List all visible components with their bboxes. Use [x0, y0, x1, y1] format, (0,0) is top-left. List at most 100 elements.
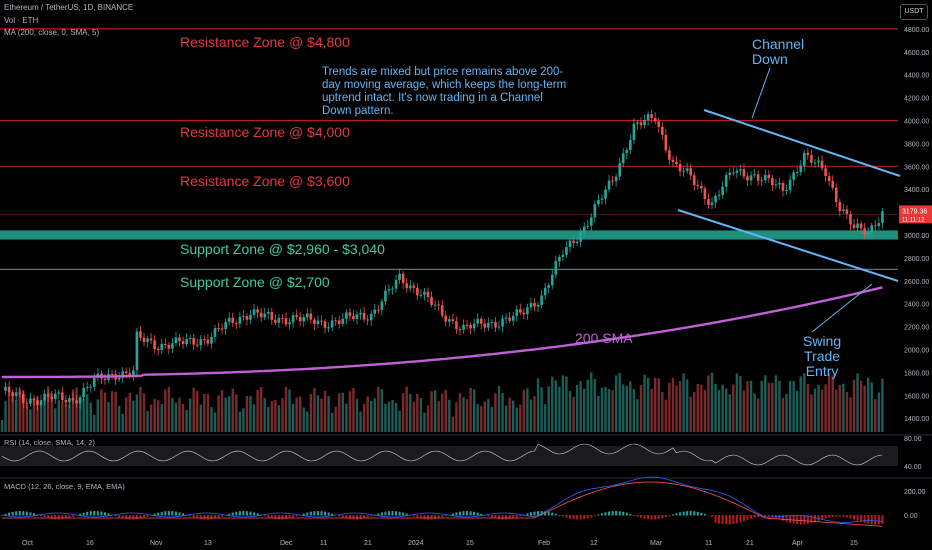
- macd-histogram-bar: [444, 515, 447, 517]
- macd-histogram-bar: [107, 513, 110, 516]
- volume-bar: [469, 387, 472, 432]
- volume-bar: [497, 386, 501, 432]
- volume-bar: [4, 400, 7, 432]
- volume-bar: [252, 404, 256, 432]
- macd-histogram-bar: [405, 513, 408, 516]
- candle-body: [593, 204, 597, 218]
- volume-bar: [238, 411, 242, 432]
- macd-histogram-bar: [789, 515, 792, 523]
- macd-histogram-bar: [860, 515, 863, 522]
- candle-body: [270, 311, 274, 320]
- volume-bar: [852, 379, 856, 432]
- volume-bar: [639, 385, 643, 432]
- macd-histogram-bar: [125, 515, 128, 520]
- candle-body: [213, 328, 217, 337]
- candle-body: [188, 337, 192, 340]
- candle-body: [217, 328, 220, 330]
- volume-bar: [501, 393, 504, 432]
- volume-bar: [71, 389, 75, 432]
- volume-bar: [448, 399, 451, 432]
- resistance-4000-label: Resistance Zone @ $4,000: [180, 124, 350, 140]
- volume-bar: [827, 372, 831, 432]
- volume-bar: [93, 414, 96, 432]
- candle-body: [259, 312, 263, 318]
- macd-histogram-bar: [490, 515, 493, 518]
- volume-bar: [412, 401, 415, 432]
- macd-histogram-bar: [782, 515, 784, 521]
- candle-body: [227, 317, 231, 322]
- volume-bar: [622, 384, 625, 432]
- candle-body: [124, 371, 128, 373]
- volume-bar: [863, 385, 866, 432]
- volume-bar: [249, 396, 252, 432]
- current-price-tag: [899, 205, 932, 224]
- price-tick-label: 3800.00: [904, 141, 929, 148]
- macd-histogram-bar: [586, 515, 589, 519]
- volume-bar: [483, 401, 486, 432]
- macd-histogram-bar: [285, 515, 287, 520]
- macd-histogram-bar: [526, 513, 529, 516]
- macd-histogram-bar: [636, 515, 639, 517]
- macd-histogram-bar: [93, 511, 96, 516]
- candle-body: [203, 339, 206, 341]
- candle-body: [700, 185, 703, 189]
- candle-body: [653, 117, 657, 122]
- volume-bar: [611, 390, 614, 432]
- macd-histogram-bar: [654, 515, 657, 520]
- volume-bar: [710, 372, 714, 432]
- candle-body: [242, 315, 245, 317]
- candle-body: [522, 312, 526, 315]
- candle-body: [85, 387, 89, 389]
- volume-bar: [245, 395, 249, 432]
- candle-body: [678, 164, 682, 172]
- volume-bar: [419, 398, 423, 432]
- volume-bar: [462, 397, 465, 432]
- candle-body: [181, 341, 185, 345]
- volume-bar: [384, 403, 387, 432]
- volume-bar: [444, 389, 447, 432]
- candle-body: [4, 386, 7, 391]
- macd-histogram-bar: [309, 511, 312, 516]
- volume-bar: [171, 398, 174, 432]
- candle-body: [533, 302, 536, 307]
- candle-body: [252, 309, 256, 315]
- volume-bar: [11, 395, 14, 432]
- volume-bar: [494, 393, 497, 432]
- candle-body: [295, 315, 298, 318]
- candle-body: [132, 370, 135, 376]
- volume-bar: [380, 389, 384, 432]
- currency-button[interactable]: USDT: [900, 4, 928, 20]
- candle-body: [164, 343, 167, 345]
- price-tick-label: 4200.00: [904, 96, 929, 103]
- macd-histogram-bar: [242, 511, 245, 516]
- volume-bar: [327, 395, 330, 432]
- volume-bar: [646, 377, 650, 432]
- candle-body: [412, 285, 416, 288]
- volume-bar: [64, 404, 68, 432]
- macd-histogram-bar: [583, 515, 586, 520]
- volume-bar: [220, 390, 224, 432]
- volume-bar: [583, 388, 586, 432]
- candle-body: [863, 228, 866, 235]
- candle-body: [380, 301, 384, 310]
- macd-histogram-bar: [600, 513, 603, 516]
- macd-histogram-bar: [292, 515, 295, 518]
- macd-histogram-bar: [320, 511, 323, 516]
- candle-body: [810, 155, 813, 163]
- volume-bar: [508, 397, 511, 432]
- volume-bar: [409, 393, 412, 432]
- macd-histogram-bar: [572, 515, 575, 520]
- volume-bar: [657, 378, 660, 432]
- macd-histogram-bar: [281, 515, 284, 520]
- volume-bar: [320, 398, 323, 432]
- candle-body: [458, 329, 462, 331]
- volume-bar: [117, 405, 121, 432]
- macd-histogram-bar: [235, 511, 238, 516]
- macd-histogram-bar: [253, 512, 256, 516]
- candle-body: [746, 176, 749, 181]
- support-2700-label: Support Zone @ $2,700: [180, 274, 330, 290]
- macd-histogram-bar: [132, 515, 135, 520]
- candle-body: [309, 313, 313, 320]
- volume-bar: [512, 400, 515, 432]
